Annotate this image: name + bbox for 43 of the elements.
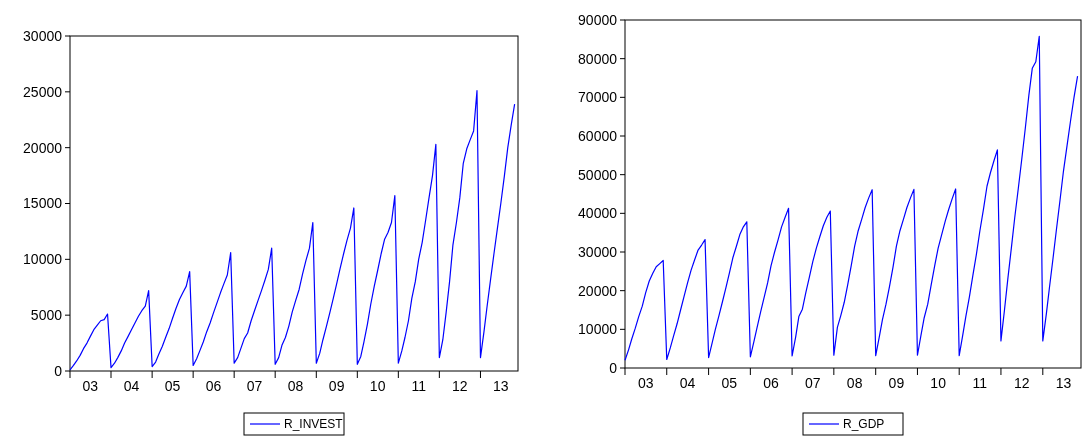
x-tick-label: 09 (328, 378, 345, 394)
x-tick-label: 06 (763, 375, 780, 391)
line-series (624, 35, 1079, 361)
x-tick-label: 08 (846, 375, 863, 391)
x-tick-label: 07 (246, 378, 263, 394)
x-tick-label: 07 (805, 375, 821, 391)
legend-label: R_INVEST (284, 417, 344, 432)
y-tick-label: 15000 (23, 195, 63, 212)
y-tick-label: 90000 (578, 11, 618, 28)
y-tick-label: 0 (609, 359, 618, 376)
x-tick-label: 11 (972, 375, 988, 391)
y-tick-label: 30000 (578, 243, 618, 260)
line-series (69, 90, 516, 371)
y-tick-label: 5000 (30, 307, 63, 324)
y-tick-label: 60000 (578, 127, 618, 144)
y-tick-label: 10000 (23, 251, 63, 268)
x-tick-label: 10 (930, 375, 947, 391)
y-tick-label: 20000 (23, 139, 63, 156)
y-tick-label: 50000 (578, 166, 618, 183)
x-tick-label: 13 (493, 378, 509, 394)
y-tick-label: 20000 (578, 282, 618, 299)
x-tick-label: 04 (123, 378, 140, 394)
x-tick-label: 08 (287, 378, 304, 394)
x-tick-label: 11 (411, 378, 427, 394)
x-tick-label: 12 (1013, 375, 1030, 391)
y-tick-label: 25000 (23, 83, 63, 100)
x-tick-label: 12 (452, 378, 468, 394)
x-tick-label: 09 (888, 375, 905, 391)
x-tick-label: 13 (1055, 375, 1072, 391)
y-tick-label: 0 (54, 362, 63, 379)
x-tick-label: 10 (369, 378, 386, 394)
x-tick-label: 05 (721, 375, 738, 391)
legend-label: R_GDP (843, 417, 885, 432)
x-tick-label: 03 (637, 375, 654, 391)
y-tick-label: 70000 (578, 89, 618, 106)
y-tick-label: 30000 (23, 27, 63, 44)
x-tick-label: 04 (679, 375, 696, 391)
y-tick-label: 40000 (578, 205, 618, 222)
x-tick-label: 05 (164, 378, 181, 394)
y-tick-label: 80000 (578, 50, 618, 67)
y-tick-label: 10000 (578, 321, 618, 338)
x-tick-label: 06 (205, 378, 222, 394)
x-tick-label: 03 (82, 378, 99, 394)
